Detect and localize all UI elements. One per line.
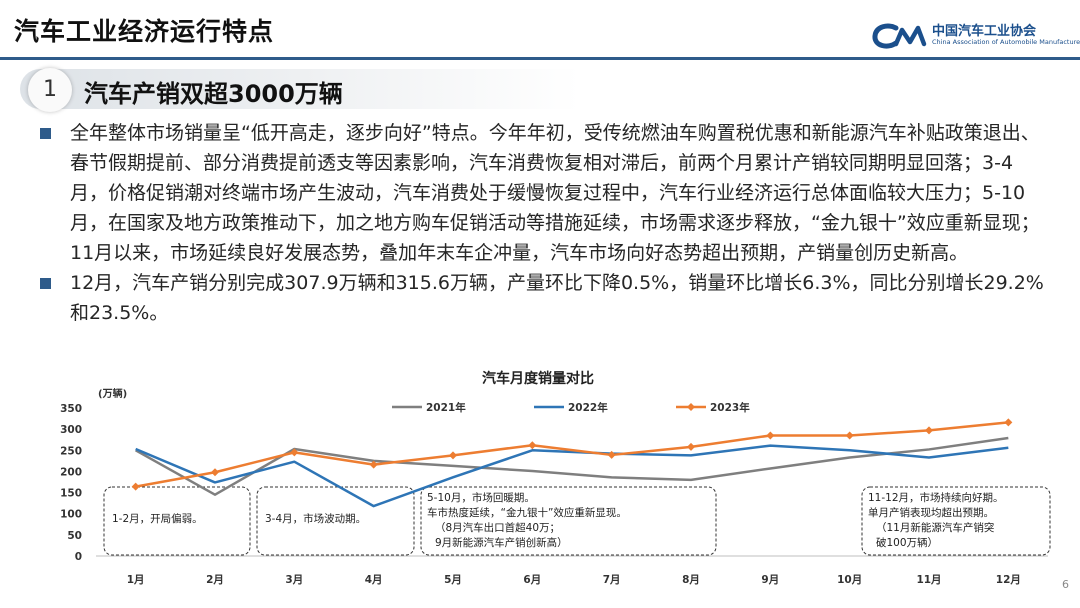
x-tick-label: 7月 (603, 574, 621, 586)
data-point-2023年 (1004, 418, 1013, 427)
annotation-box (103, 486, 251, 556)
data-point-2023年 (687, 442, 695, 451)
x-tick-label: 9月 (761, 574, 779, 586)
data-point-2023年 (131, 482, 140, 491)
logo-text-cn: 中国汽车工业协会 (932, 24, 1037, 39)
caam-logo: 中国汽车工业协会 China Association of Automobile… (872, 18, 1080, 54)
bullet-item: 12月，汽车产销分别完成307.9万辆和315.6万辆，产量环比下降0.5%，销… (38, 268, 1048, 328)
section-number: 1 (28, 68, 72, 112)
annotation-text: 车市热度延续，“金九银十”效应重新显现。 (427, 506, 627, 519)
page-number: 6 (1062, 578, 1069, 591)
x-tick-label: 2月 (206, 574, 224, 586)
header-divider (0, 57, 1080, 60)
x-tick-label: 8月 (682, 574, 700, 586)
annotation-text: （8月汽车出口首超40万； (435, 521, 560, 534)
annotation-text: 9月新能源汽车产销创新高） (435, 536, 568, 549)
y-tick-label: 100 (60, 509, 82, 521)
data-point-2023年 (369, 460, 378, 469)
data-point-2023年 (925, 426, 933, 435)
x-tick-label: 4月 (365, 574, 383, 586)
x-tick-label: 5月 (444, 574, 462, 586)
annotation-text: 破100万辆） (876, 536, 938, 549)
square-bullet-icon (40, 278, 51, 289)
y-tick-label: 350 (60, 403, 82, 415)
annotation-text: 单月产销表现均超出预期。 (868, 506, 994, 519)
data-point-2023年 (211, 468, 219, 477)
series-line-2022年 (135, 444, 1009, 508)
x-tick-label: 6月 (523, 574, 541, 586)
annotation-text: （11月新能源汽车产销突 (876, 521, 995, 534)
data-point-2023年 (845, 431, 854, 440)
y-tick-label: 250 (60, 445, 82, 457)
annotation-box (256, 486, 415, 556)
data-point-2023年 (607, 450, 616, 459)
header-bar: 汽车工业经济运行特点 中国汽车工业协会 China Association of… (0, 0, 1080, 60)
x-tick-label: 12月 (996, 574, 1021, 586)
section-header: 1 汽车产销双超3000万辆 (0, 66, 1080, 112)
section-title: 汽车产销双超3000万辆 (84, 80, 343, 108)
y-tick-label: 50 (67, 530, 82, 542)
legend-marker-2023年 (687, 403, 695, 411)
bullet-item: 全年整体市场销量呈“低开高走，逐步向好”特点。今年年初，受传统燃油车购置税优惠和… (38, 118, 1048, 268)
y-axis-label: (万辆) (98, 387, 127, 400)
x-tick-label: 10月 (837, 574, 862, 586)
bullet-text: 12月，汽车产销分别完成307.9万辆和315.6万辆，产量环比下降0.5%，销… (70, 272, 1044, 324)
logo-text-en: China Association of Automobile Manufact… (932, 38, 1080, 46)
sales-chart: 汽车月度销量对比 (万辆) 2021年 2022年 2023年 0 50 100 150 200 2… (0, 365, 1080, 604)
legend-label: 2021年 (426, 401, 466, 414)
page-title: 汽车工业经济运行特点 (14, 17, 275, 46)
annotation-box (420, 486, 717, 556)
y-tick-label: 150 (60, 488, 82, 500)
annotation-text: 11-12月，市场持续向好期。 (868, 491, 1004, 504)
data-point-2023年 (528, 441, 537, 450)
caam-logo-icon (872, 23, 927, 49)
x-tick-label: 11月 (916, 574, 941, 586)
section-band (20, 69, 580, 109)
legend-label: 2023年 (710, 401, 750, 414)
y-tick-label: 0 (75, 551, 82, 563)
x-tick-label: 3月 (285, 574, 303, 586)
data-point-2023年 (766, 431, 775, 440)
data-point-2023年 (449, 451, 457, 460)
series-line-2023年 (135, 421, 1009, 488)
annotation-text: 5-10月，市场回暖期。 (427, 491, 535, 504)
square-bullet-icon (40, 128, 51, 139)
x-tick-label: 1月 (127, 574, 145, 586)
chart-title: 汽车月度销量对比 (482, 370, 594, 387)
series-line-2021年 (135, 436, 1009, 496)
sales-chart-svg: 汽车月度销量对比 (万辆) 2021年 2022年 2023年 0 50 100 150 200 2… (60, 370, 1051, 586)
bullet-text: 全年整体市场销量呈“低开高走，逐步向好”特点。今年年初，受传统燃油车购置税优惠和… (70, 122, 1040, 264)
legend-label: 2022年 (568, 401, 608, 414)
annotation-text: 3-4月，市场波动期。 (265, 512, 366, 525)
y-tick-label: 300 (60, 424, 82, 436)
data-point-2023年 (290, 448, 299, 457)
bullet-list: 全年整体市场销量呈“低开高走，逐步向好”特点。今年年初，受传统燃油车购置税优惠和… (38, 118, 1048, 328)
annotation-box (861, 486, 1051, 556)
annotation-text: 1-2月，开局偏弱。 (112, 512, 203, 525)
y-tick-label: 200 (60, 466, 82, 478)
